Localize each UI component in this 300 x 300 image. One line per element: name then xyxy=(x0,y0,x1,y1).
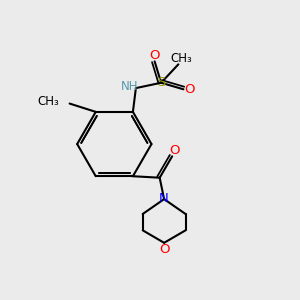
Text: O: O xyxy=(150,49,160,62)
Text: NH: NH xyxy=(121,80,138,93)
Text: CH₃: CH₃ xyxy=(170,52,192,65)
Text: N: N xyxy=(159,192,169,205)
Text: CH₃: CH₃ xyxy=(38,95,59,108)
Text: O: O xyxy=(184,83,195,96)
Text: O: O xyxy=(169,144,180,157)
Text: S: S xyxy=(157,76,165,89)
Text: O: O xyxy=(159,243,169,256)
